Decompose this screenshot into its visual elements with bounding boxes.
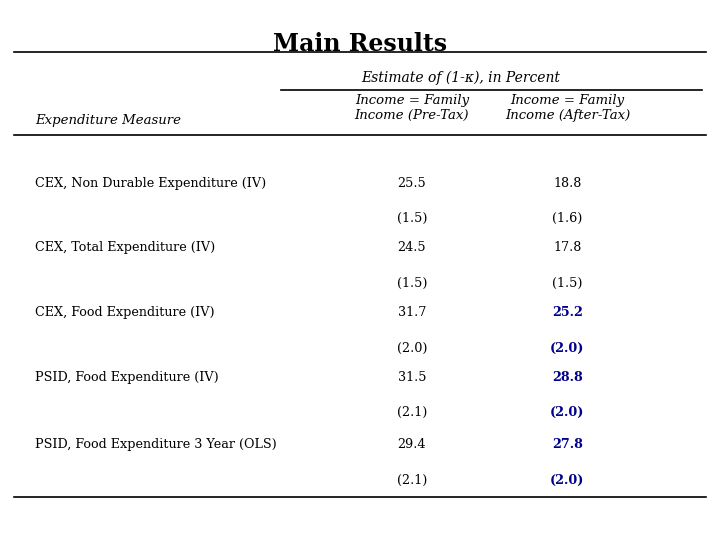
Text: Estimate of (1-κ), in Percent: Estimate of (1-κ), in Percent [361, 70, 559, 85]
Text: (1.5): (1.5) [397, 276, 427, 290]
Text: 27.8: 27.8 [552, 438, 582, 451]
Text: CEX, Non Durable Expenditure (IV): CEX, Non Durable Expenditure (IV) [35, 177, 266, 190]
Text: Income = Family
Income (Pre-Tax): Income = Family Income (Pre-Tax) [354, 94, 469, 122]
Text: (2.0): (2.0) [550, 406, 585, 420]
Text: 24.5: 24.5 [397, 241, 426, 254]
Text: 17.8: 17.8 [553, 241, 582, 254]
Text: 25.2: 25.2 [552, 306, 582, 319]
Text: (2.1): (2.1) [397, 474, 427, 487]
Text: (2.1): (2.1) [397, 406, 427, 420]
Text: CEX, Total Expenditure (IV): CEX, Total Expenditure (IV) [35, 241, 215, 254]
Text: PSID, Food Expenditure (IV): PSID, Food Expenditure (IV) [35, 371, 219, 384]
Text: (1.5): (1.5) [552, 276, 582, 290]
Text: Income = Family
Income (After-Tax): Income = Family Income (After-Tax) [505, 94, 630, 122]
Text: 18.8: 18.8 [553, 177, 582, 190]
Text: PSID, Food Expenditure 3 Year (OLS): PSID, Food Expenditure 3 Year (OLS) [35, 438, 277, 451]
Text: (2.0): (2.0) [550, 341, 585, 355]
Text: 28.8: 28.8 [552, 371, 582, 384]
Text: 31.7: 31.7 [397, 306, 426, 319]
Text: CEX, Food Expenditure (IV): CEX, Food Expenditure (IV) [35, 306, 215, 319]
Text: 25.5: 25.5 [397, 177, 426, 190]
Text: Main Results: Main Results [273, 31, 447, 56]
Text: (2.0): (2.0) [550, 474, 585, 487]
Text: 31.5: 31.5 [397, 371, 426, 384]
Text: (1.5): (1.5) [397, 212, 427, 225]
Text: (1.6): (1.6) [552, 212, 582, 225]
Text: Expenditure Measure: Expenditure Measure [35, 114, 181, 127]
Text: 29.4: 29.4 [397, 438, 426, 451]
Text: (2.0): (2.0) [397, 341, 427, 355]
